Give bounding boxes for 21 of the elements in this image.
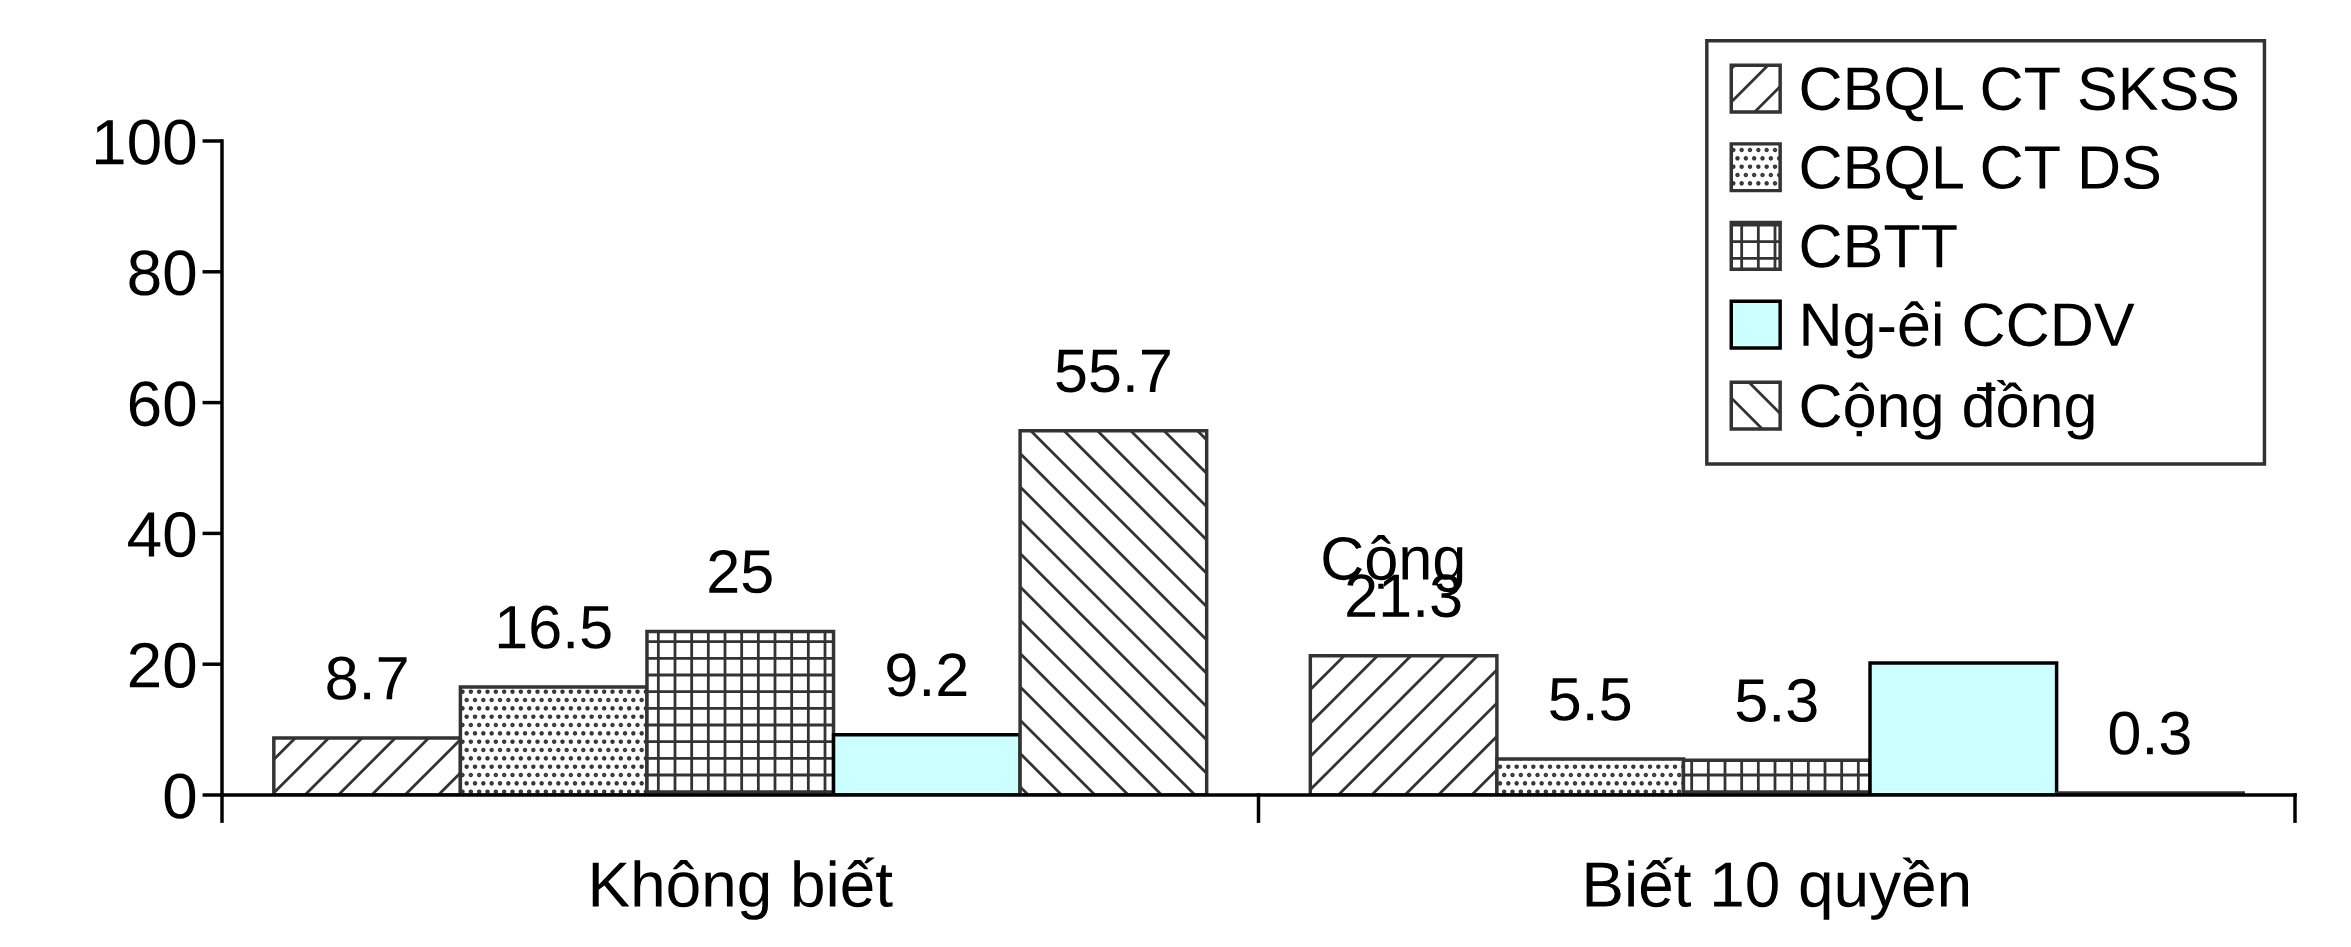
y-tick-label: 20 [129,642,196,688]
data-label: 5.3 [1736,678,1817,723]
legend-label: CBQL CT SKSS [1801,67,2238,122]
y-tick-label: 80 [129,250,196,296]
legend-label: CBTT [1801,224,1957,268]
y-tick-label: 40 [128,511,196,558]
legend-label: Ng-êi CCDV [1803,301,2135,359]
y-tick-label: 100 [95,119,196,165]
x-tick-label: Biết 10 quyền [1586,857,1968,920]
data-label: 0.3 [2109,711,2190,755]
data-label: 16.5 [498,605,611,649]
data-label: 55.7 [1056,349,1170,393]
legend-label: Cộng đồng [1801,379,2094,440]
data-label: 9.2 [887,653,967,697]
legend-label: CBQL CT DS [1801,145,2160,201]
y-tick-label: 60 [129,381,196,427]
data-label: 5.5 [1550,678,1631,721]
data-label: 25 [709,549,772,594]
x-tick-label: Không biết [592,857,893,920]
y-tick-label: 0 [164,773,196,819]
data-label: 8.7 [327,656,407,700]
